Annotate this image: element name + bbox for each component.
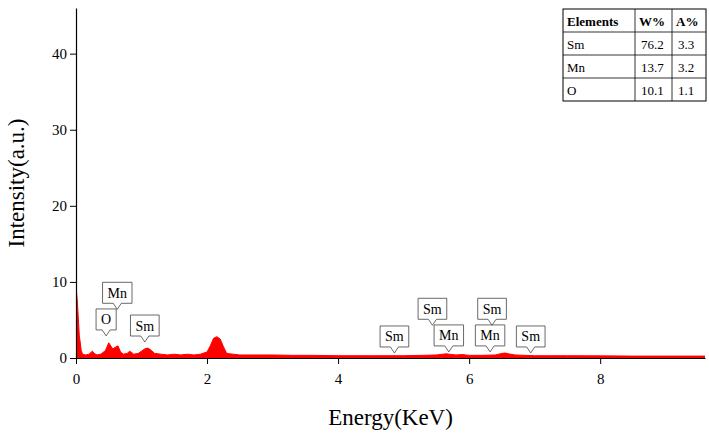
spectrum-area bbox=[76, 287, 705, 358]
peak-label-box bbox=[96, 309, 116, 336]
x-tick: 8 bbox=[597, 358, 605, 387]
y-tick: 30 bbox=[52, 122, 76, 138]
y-tick: 0 bbox=[60, 350, 77, 366]
x-tick-mark bbox=[207, 358, 208, 364]
x-tick: 0 bbox=[73, 358, 81, 387]
peak-label-box bbox=[516, 326, 545, 353]
peak-label-text: Sm bbox=[483, 302, 502, 317]
x-tick-mark bbox=[76, 358, 77, 364]
peak-label: Mn bbox=[103, 282, 132, 309]
annotations: Mn O Sm Sm Sm Mn Mn Sm Sm bbox=[96, 282, 545, 353]
table-col-line bbox=[672, 9, 673, 101]
y-tick-label: 0 bbox=[60, 350, 68, 366]
table-cell: O bbox=[567, 83, 576, 98]
peak-label: Mn bbox=[475, 325, 504, 352]
y-tick-label: 40 bbox=[52, 46, 67, 62]
table-cell: Mn bbox=[567, 60, 586, 75]
y-tick-label: 20 bbox=[52, 198, 67, 214]
peak-label-text: Mn bbox=[108, 286, 127, 301]
y-tick: 40 bbox=[52, 46, 76, 62]
x-tick: 2 bbox=[204, 358, 212, 387]
x-tick-label: 0 bbox=[73, 371, 81, 387]
y-axis-line bbox=[76, 9, 77, 359]
x-tick-label: 8 bbox=[597, 371, 605, 387]
peak-label-box bbox=[103, 282, 132, 309]
peak-label: Sm bbox=[130, 315, 159, 342]
y-tick-mark bbox=[70, 54, 76, 55]
chart: 0 2 4 6 8 0 10 20 30 40 Energy(KeV) Intensity(a.u.)… bbox=[0, 0, 709, 434]
x-tick-label: 4 bbox=[335, 371, 343, 387]
peak-label-box bbox=[418, 298, 447, 325]
y-tick-label: 10 bbox=[52, 274, 67, 290]
peak-label-text: Mn bbox=[480, 328, 499, 343]
x-tick-mark bbox=[600, 358, 601, 364]
peak-label-box bbox=[475, 325, 504, 352]
table-row-line bbox=[563, 32, 706, 33]
peak-label-box bbox=[380, 326, 409, 353]
x-tick-mark bbox=[338, 358, 339, 364]
peak-label-text: Sm bbox=[385, 329, 404, 344]
x-axis: 0 2 4 6 8 bbox=[73, 358, 706, 387]
x-tick-mark bbox=[469, 358, 470, 364]
element-table: Elements W% A% Sm 76.2 3.3 Mn 13.7 3.2 O 10.1 1.1 bbox=[563, 9, 706, 101]
peak-label-box bbox=[434, 325, 463, 352]
peak-label-text: Sm bbox=[135, 319, 154, 334]
table-cell: 13.7 bbox=[641, 60, 664, 75]
y-axis: 0 10 20 30 40 bbox=[52, 9, 77, 367]
table-frame bbox=[563, 9, 706, 101]
y-tick: 10 bbox=[52, 274, 76, 290]
table-col-line bbox=[635, 9, 636, 101]
table-row-line bbox=[563, 55, 706, 56]
y-axis-title: Intensity(a.u.) bbox=[4, 118, 29, 247]
peak-label: O bbox=[96, 309, 116, 336]
table-cell: 1.1 bbox=[678, 83, 694, 98]
peak-label: Sm bbox=[478, 298, 507, 325]
peak-label: Mn bbox=[434, 325, 463, 352]
table-cell: 10.1 bbox=[641, 83, 664, 98]
peak-label-box bbox=[478, 298, 507, 325]
y-tick-mark bbox=[70, 358, 76, 359]
peak-label-text: Sm bbox=[521, 329, 540, 344]
y-tick: 20 bbox=[52, 198, 76, 214]
peak-label-text: Sm bbox=[423, 302, 442, 317]
y-tick-label: 30 bbox=[52, 122, 67, 138]
y-tick-mark bbox=[70, 130, 76, 131]
x-axis-title: Energy(KeV) bbox=[328, 405, 453, 430]
y-tick-mark bbox=[70, 206, 76, 207]
plot-area bbox=[76, 287, 705, 358]
peak-label-box bbox=[130, 315, 159, 342]
peak-label: Sm bbox=[380, 326, 409, 353]
y-tick-mark bbox=[70, 282, 76, 283]
table-cell: 3.2 bbox=[678, 60, 694, 75]
table-header: A% bbox=[676, 14, 698, 29]
peak-label: Sm bbox=[516, 326, 545, 353]
table-cell: 76.2 bbox=[641, 37, 664, 52]
table-cell: 3.3 bbox=[678, 37, 694, 52]
x-tick-label: 2 bbox=[204, 371, 212, 387]
table-header: W% bbox=[639, 14, 665, 29]
x-tick-label: 6 bbox=[466, 371, 474, 387]
x-tick: 6 bbox=[466, 358, 474, 387]
x-tick: 4 bbox=[335, 358, 343, 387]
table-cell: Sm bbox=[567, 37, 584, 52]
x-axis-line bbox=[77, 358, 706, 359]
peak-label-text: Mn bbox=[439, 328, 458, 343]
table-header: Elements bbox=[567, 14, 618, 29]
peak-label: Sm bbox=[418, 298, 447, 325]
peak-label-text: O bbox=[101, 312, 111, 327]
table-row-line bbox=[563, 78, 706, 79]
